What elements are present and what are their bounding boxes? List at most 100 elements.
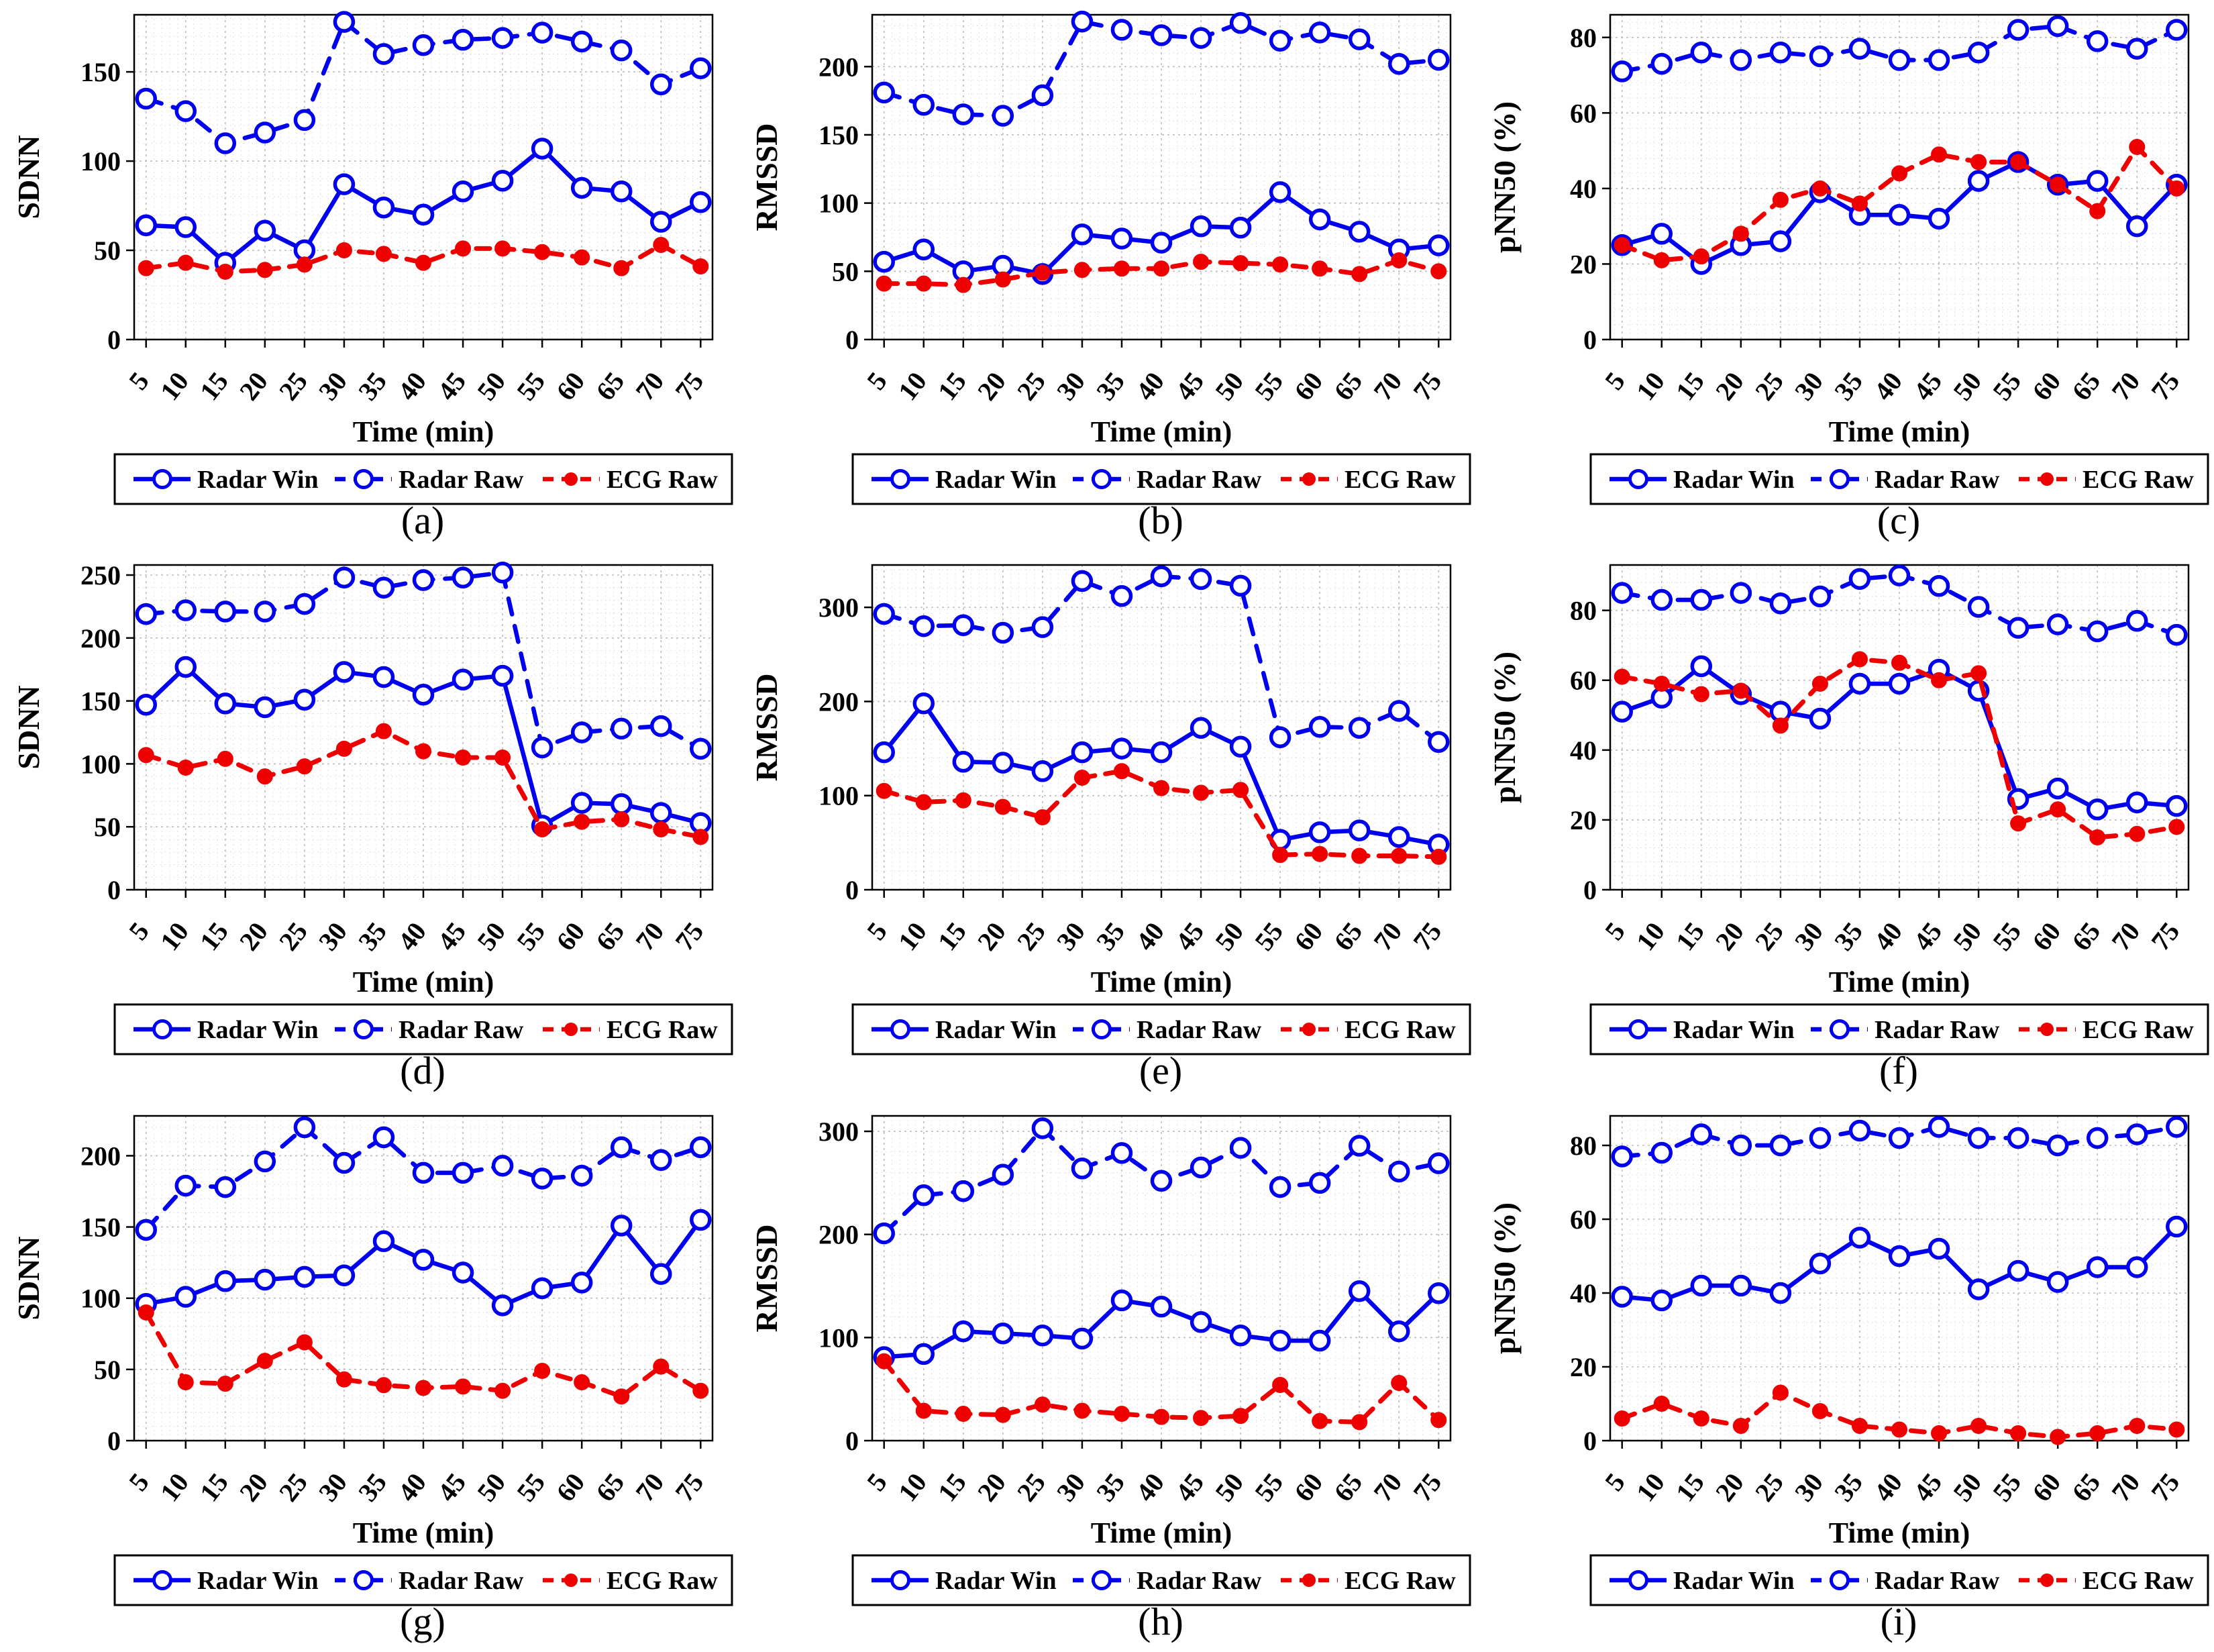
svg-text:60: 60 [2026,1467,2066,1507]
chart-caption-f: (f) [1879,1049,1918,1092]
svg-text:55: 55 [511,366,551,406]
svg-text:60: 60 [1288,1467,1328,1507]
svg-text:60: 60 [2026,366,2066,406]
svg-text:10: 10 [892,366,933,406]
svg-text:80: 80 [1570,596,1597,626]
axes [126,13,714,348]
axis-labels: Time (min) pNN50 (%) [1487,652,1970,998]
axis-labels: Time (min) pNN50 (%) [1487,101,1970,448]
series-radar-raw [873,10,1450,127]
svg-text:5: 5 [1599,917,1631,945]
svg-text:15: 15 [1670,366,1710,406]
legend-label: ECG Raw [1345,466,1456,494]
svg-text:30: 30 [1051,1467,1091,1507]
axis-labels: Time (min) SDNN [11,135,494,448]
series-radar-win [873,1280,1450,1368]
series-radar-win [135,656,712,837]
svg-text:100: 100 [81,146,121,176]
grid-minor [134,15,713,340]
svg-text:5: 5 [861,917,893,945]
svg-text:15: 15 [932,366,972,406]
svg-text:40: 40 [392,366,432,406]
x-axis-label: Time (min) [1829,1516,1970,1549]
svg-text:10: 10 [1630,1467,1671,1507]
svg-text:35: 35 [352,366,392,406]
chart-panel-h: 0 100 200 300 5 10 15 20 25 30 35 40 45 50 55 60 65 70 75 T… [738,1101,1476,1651]
svg-text:60: 60 [1570,98,1597,128]
chart-svg-c: 02040608051015202530354045505560657075Ti… [1487,13,2209,505]
svg-text:20: 20 [233,366,274,406]
svg-text:15: 15 [194,366,234,406]
svg-text:200: 200 [81,623,121,654]
svg-text:75: 75 [669,1467,709,1507]
svg-text:20: 20 [1709,366,1750,406]
chart-svg-d: 0501001502002505101520253035404550556065… [11,560,733,1055]
svg-text:75: 75 [669,917,709,956]
svg-text:50: 50 [94,812,121,842]
svg-text:50: 50 [471,917,511,956]
svg-text:300: 300 [819,592,859,623]
legend-label: Radar Raw [399,1016,524,1044]
svg-text:65: 65 [1328,917,1368,956]
series-radar-win [1611,1215,2188,1312]
series-radar-win [135,1208,712,1317]
svg-text:50: 50 [471,366,511,406]
svg-text:60: 60 [1570,1204,1597,1235]
axis-labels: Time (min) RMSSD [749,1224,1232,1549]
svg-text:20: 20 [1709,1467,1750,1507]
svg-text:25: 25 [1749,917,1789,956]
svg-text:20: 20 [1570,805,1597,835]
axis-labels: Time (min) pNN50 (%) [1487,1202,1970,1549]
svg-text:25: 25 [1011,917,1051,956]
svg-text:200: 200 [819,1220,859,1250]
axes [864,564,1452,898]
svg-text:65: 65 [590,917,630,956]
svg-text:10: 10 [1630,917,1671,956]
axes [1602,13,2190,348]
svg-text:75: 75 [2145,1467,2185,1507]
svg-text:40: 40 [392,1467,432,1507]
svg-text:70: 70 [629,917,670,956]
svg-text:75: 75 [1407,366,1447,406]
svg-text:45: 45 [431,917,472,956]
svg-text:0: 0 [1583,325,1597,355]
svg-text:20: 20 [971,917,1012,956]
chart-caption-c: (c) [1877,499,1921,542]
x-axis-label: Time (min) [1829,415,1970,448]
series-ecg-raw [1614,1384,2185,1445]
svg-text:30: 30 [1789,917,1829,956]
svg-text:5: 5 [1599,1467,1631,1496]
chart-svg-i: 02040608051015202530354045505560657075Ti… [1487,1115,2209,1606]
svg-text:25: 25 [1011,1467,1051,1507]
svg-text:70: 70 [2105,917,2146,956]
svg-text:50: 50 [471,1467,511,1507]
legend-label: Radar Win [935,1016,1057,1044]
svg-text:55: 55 [511,917,551,956]
legend-label: Radar Win [197,1016,319,1044]
svg-text:75: 75 [669,366,709,406]
grid-minor [1610,565,2189,890]
svg-text:5: 5 [1599,366,1631,395]
chart-panel-c: 0 20 40 60 80 5 10 15 20 25 30 35 40 45 50 55 60 65 70 75 Ti… [1476,0,2214,550]
svg-text:300: 300 [819,1117,859,1147]
legend: Radar Win Radar Raw ECG Raw [1589,453,2209,505]
legend-label: Radar Win [1673,1567,1795,1595]
svg-text:60: 60 [550,1467,590,1507]
chart-caption-a: (a) [401,499,445,542]
legend: Radar Win Radar Raw ECG Raw [113,1554,733,1606]
x-axis-label: Time (min) [1091,415,1232,448]
svg-text:35: 35 [1828,917,1868,956]
svg-text:65: 65 [1328,1467,1368,1507]
svg-text:20: 20 [1709,917,1750,956]
svg-text:5: 5 [123,1467,155,1496]
svg-text:40: 40 [1130,917,1170,956]
svg-text:50: 50 [1947,1467,1987,1507]
series-radar-win [873,692,1450,856]
svg-text:10: 10 [1630,366,1671,406]
legend: Radar Win Radar Raw ECG Raw [851,1554,1471,1606]
y-axis-label: pNN50 (%) [1487,1202,1522,1354]
svg-text:20: 20 [971,1467,1012,1507]
